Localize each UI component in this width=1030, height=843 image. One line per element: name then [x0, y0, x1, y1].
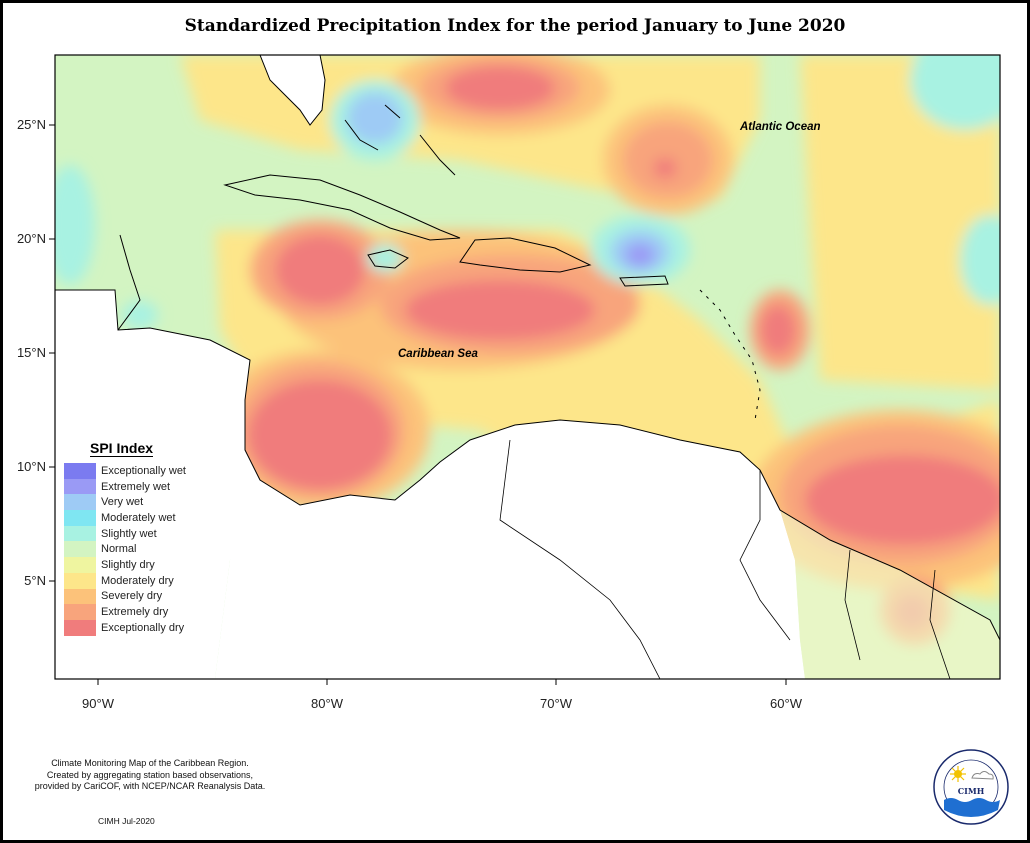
exceptional-dry-north [445, 66, 555, 110]
legend-item: Extremely dry [64, 604, 204, 620]
wet-zone-east [960, 215, 1000, 305]
footnote-line-1: Climate Monitoring Map of the Caribbean … [51, 758, 249, 768]
legend-swatch [64, 588, 96, 605]
legend-swatch [64, 463, 96, 479]
legend-label: Severely dry [101, 590, 163, 603]
footnote: Climate Monitoring Map of the Caribbean … [20, 758, 280, 793]
legend-swatch [64, 604, 96, 620]
exceptional-dry-honduras [248, 380, 392, 490]
footnote-line-3: provided by CariCOF, with NCEP/NCAR Rean… [34, 781, 266, 791]
jamaica-outline [367, 249, 409, 269]
legend-label: Moderately wet [101, 511, 176, 524]
legend-label: Very wet [101, 496, 144, 509]
legend-swatch [64, 510, 96, 526]
legend-label: Extremely wet [101, 480, 171, 493]
wet-zone-west [55, 165, 95, 285]
legend-swatch [64, 619, 96, 636]
legend-swatch [64, 557, 96, 573]
logo-name: CIMH [958, 786, 985, 796]
guianas-land [780, 510, 1000, 679]
legend-swatch [64, 525, 96, 542]
exceptional-dry-sea [405, 280, 595, 340]
puerto-rico-outline [619, 275, 669, 287]
suriname-guiana-border [929, 569, 951, 679]
legend-label: Extremely dry [101, 606, 169, 619]
lat-tick-label: 5°N [24, 573, 46, 588]
legend-item: Exceptionally wet [64, 463, 204, 479]
colombia-venezuela-border [499, 439, 661, 679]
legend-swatch [64, 494, 96, 511]
legend-item: Slightly dry [64, 557, 204, 573]
legend-label: Moderately dry [101, 574, 174, 587]
legend-swatch [64, 541, 96, 558]
lat-tick-label: 10°N [17, 459, 46, 474]
credit-text: CIMH Jul-2020 [98, 816, 155, 826]
dry-belt-east [800, 55, 1000, 390]
exceptional-dry-guianas [805, 455, 1000, 545]
legend-item: Severely dry [64, 588, 204, 605]
cuba-outline [223, 174, 461, 241]
florida-land [260, 55, 325, 125]
exceptional-dry-dot [653, 158, 677, 178]
south-america-land [215, 420, 805, 679]
lon-tick-label: 60°W [770, 696, 803, 711]
yucatan-coast [117, 234, 141, 331]
legend-label: Slightly dry [101, 558, 155, 571]
very-wet-bahamas [347, 92, 403, 144]
legend-item: Moderately dry [64, 572, 204, 589]
bahamas-outline [344, 104, 456, 176]
cimh-logo: CIMH [933, 749, 1009, 825]
legend-label: Slightly wet [101, 527, 157, 540]
exceptional-dry-jamaica [275, 235, 365, 305]
legend-items: Exceptionally wet Extremely wet Very wet Mo… [64, 463, 204, 636]
legend-swatch [64, 572, 96, 589]
venezuela-guyana-border [739, 470, 791, 641]
lon-tick-label: 90°W [82, 696, 115, 711]
legend-item: Very wet [64, 494, 204, 511]
legend-item: Normal [64, 541, 204, 558]
footnote-line-2: Created by aggregating station based obs… [46, 769, 254, 780]
hispaniola-outline [459, 237, 592, 273]
wet-zone-northeast [910, 55, 1000, 130]
legend-swatch [64, 478, 96, 495]
map-title: Standardized Precipitation Index for the… [184, 16, 846, 36]
guyana-suriname-border [844, 549, 861, 661]
lon-tick-label: 70°W [540, 696, 573, 711]
lesser-antilles-outline [699, 289, 761, 421]
legend-item: Extremely wet [64, 478, 204, 495]
legend-item: Exceptionally dry [64, 619, 204, 636]
caribbean-sea-label: Caribbean Sea [398, 348, 478, 360]
legend-title: SPI Index [90, 440, 154, 457]
wet-zone-jamaica [367, 244, 403, 272]
map-border [54, 54, 1001, 680]
central-america-land [55, 290, 300, 679]
legend-item: Slightly wet [64, 525, 204, 542]
legend-label: Exceptionally dry [101, 621, 185, 634]
florida-coast [259, 55, 326, 126]
extreme-wet-puerto-rico [625, 243, 655, 267]
atlantic-ocean-label: Atlantic Ocean [739, 121, 821, 133]
legend-label: Normal [101, 543, 137, 556]
wet-zone-yucatan [122, 301, 158, 329]
exceptional-dry-antilles [760, 305, 796, 355]
legend-label: Exceptionally wet [101, 464, 186, 477]
legend-item: Moderately wet [64, 510, 204, 526]
lat-tick-label: 25°N [17, 117, 46, 132]
lat-tick-label: 20°N [17, 231, 46, 246]
lon-tick-label: 80°W [311, 696, 344, 711]
spi-legend: SPI Index Exceptionally wet Extremely wet… [64, 440, 204, 636]
mainland-coast [55, 289, 1000, 641]
lat-tick-label: 15°N [17, 345, 46, 360]
